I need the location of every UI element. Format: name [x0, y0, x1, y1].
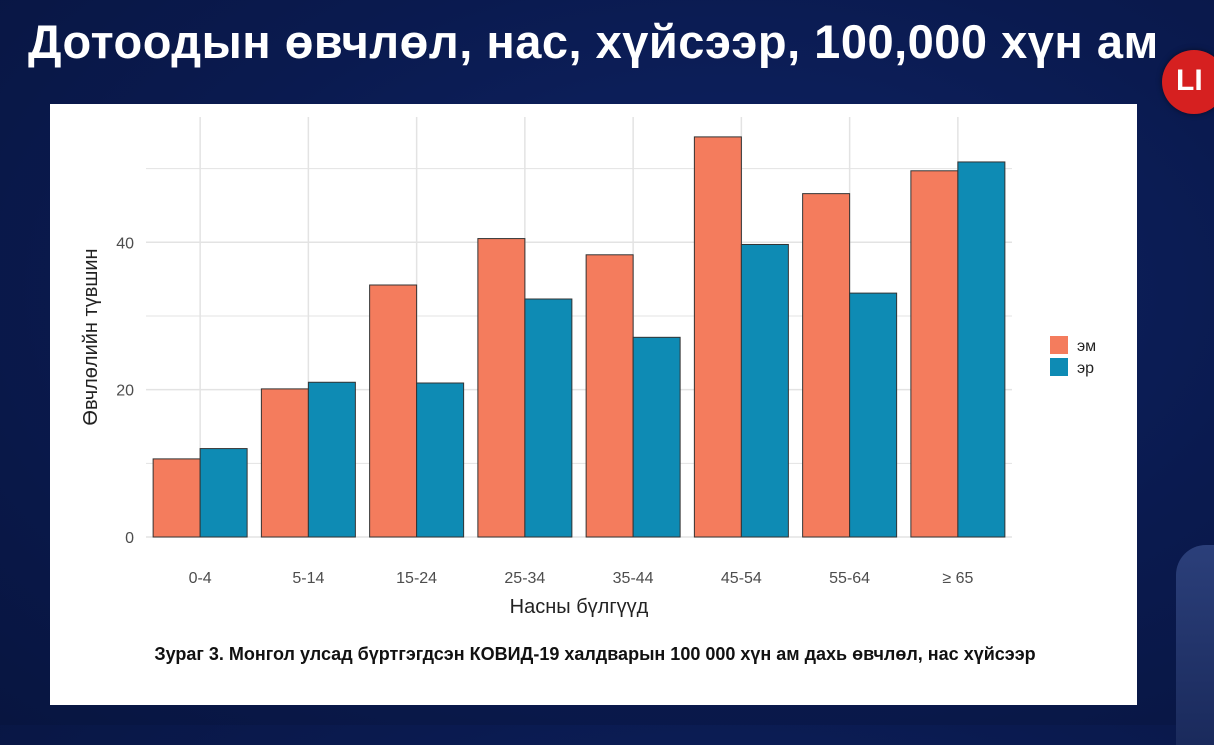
bar-er-7: [849, 292, 898, 538]
y-tick-label: 40: [116, 235, 134, 252]
x-tick-label: 35-44: [613, 570, 654, 587]
x-tick-label: 25-34: [504, 570, 545, 587]
y-tick-label: 20: [116, 383, 134, 400]
y-tick-labels: 0 20 40: [116, 235, 134, 547]
legend-swatch-er: [1050, 358, 1068, 376]
x-tick-label: 5-14: [292, 570, 324, 587]
bar-er-6: [740, 243, 789, 538]
bars: [152, 136, 1006, 538]
x-tick-label: 55-64: [829, 570, 870, 587]
bar-em-5: [585, 254, 634, 538]
bar-er-1: [199, 448, 248, 538]
figure-caption: Зураг 3. Монгол улсад бүртгэгдсэн КОВИД-…: [154, 644, 1036, 664]
legend-label-em: эм: [1077, 338, 1096, 355]
y-tick-label: 0: [125, 530, 134, 547]
live-badge: LI: [1162, 50, 1214, 114]
bar-em-4: [477, 238, 526, 538]
bar-em-8: [910, 170, 959, 538]
bar-em-6: [693, 136, 742, 538]
bar-er-2: [307, 381, 356, 538]
x-tick-labels: 0-4 5-14 15-24 25-34 35-44 45-54 55-64 ≥ 65: [189, 570, 974, 587]
bar-chart: 0 20 40 0-4 5-14 15-24 25-34 35-44 45-54 55-64 ≥ …: [80, 117, 1096, 618]
bar-em-1: [152, 458, 201, 538]
x-tick-label: 15-24: [396, 570, 437, 587]
x-axis-label: Насны бүлгүүд: [510, 596, 649, 618]
x-tick-label: ≥ 65: [942, 570, 973, 587]
legend: эм эр: [1050, 336, 1096, 377]
bar-er-4: [524, 298, 573, 538]
slide-title: Дотоодын өвчлөл, нас, хүйсээр, 100,000 х…: [28, 15, 1159, 68]
live-badge-label: LI: [1176, 64, 1203, 97]
x-tick-label: 0-4: [189, 570, 212, 587]
presenter-silhouette: [1176, 545, 1214, 745]
legend-label-er: эр: [1077, 360, 1094, 377]
legend-swatch-em: [1050, 336, 1068, 354]
bar-er-3: [416, 382, 465, 538]
bar-em-7: [802, 193, 851, 538]
bar-er-5: [632, 336, 681, 538]
bar-em-2: [260, 388, 309, 538]
x-tick-label: 45-54: [721, 570, 762, 587]
bar-em-3: [369, 284, 418, 538]
bar-er-8: [957, 161, 1006, 538]
y-axis-label: Өвчлөлийн түвшин: [80, 248, 102, 425]
